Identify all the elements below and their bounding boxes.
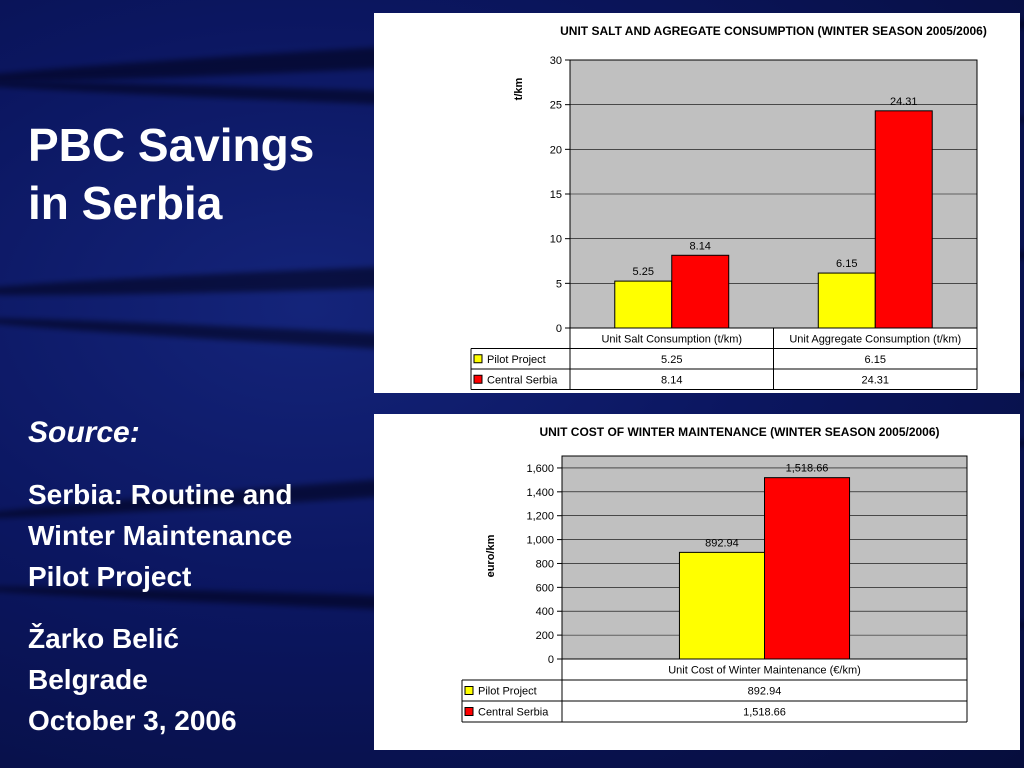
- salt-aggregate-chart-panel: UNIT SALT AND AGREGATE CONSUMPTION (WINT…: [374, 13, 1020, 393]
- category-label: Unit Cost of Winter Maintenance (€/km): [668, 665, 861, 677]
- data-label: 24.31: [890, 96, 918, 108]
- table-value: 5.25: [661, 354, 682, 366]
- y-axis-label: euro/km: [485, 534, 497, 577]
- y-tick-label: 0: [556, 323, 562, 335]
- bar: [874, 110, 933, 329]
- table-value: 1,518.66: [743, 707, 786, 719]
- y-tick-label: 20: [550, 144, 562, 156]
- data-label: 5.25: [633, 266, 654, 278]
- y-tick-label: 800: [536, 558, 554, 570]
- author-line: Belgrade: [28, 664, 148, 695]
- table-value: 892.94: [748, 686, 782, 698]
- y-tick-label: 600: [536, 582, 554, 594]
- source-label: Source:: [28, 416, 140, 449]
- winter-cost-chart: UNIT COST OF WINTER MAINTENANCE (WINTER …: [461, 425, 968, 723]
- data-label: 6.15: [836, 258, 857, 270]
- data-label: 892.94: [705, 537, 739, 549]
- legend-label: Pilot Project: [487, 354, 546, 366]
- winter-cost-chart-panel: UNIT COST OF WINTER MAINTENANCE (WINTER …: [374, 414, 1020, 750]
- y-tick-label: 0: [548, 654, 554, 666]
- source-line: Serbia: Routine and: [28, 479, 293, 510]
- bar: [614, 280, 673, 329]
- bar: [671, 254, 730, 329]
- legend-label: Pilot Project: [478, 686, 537, 698]
- legend-label: Central Serbia: [478, 707, 549, 719]
- bar: [764, 477, 851, 660]
- slide-title-line: PBC Savings: [28, 119, 315, 171]
- salt-aggregate-chart: UNIT SALT AND AGREGATE CONSUMPTION (WINT…: [470, 24, 987, 390]
- legend-swatch: [473, 374, 483, 384]
- bar: [817, 272, 876, 329]
- y-tick-label: 5: [556, 278, 562, 290]
- y-tick-label: 1,000: [526, 535, 554, 547]
- author-line: Žarko Belić: [28, 623, 179, 654]
- y-axis-label: t/km: [513, 77, 525, 100]
- slide-title-line: in Serbia: [28, 177, 223, 229]
- category-label: Unit Aggregate Consumption (t/km): [789, 333, 961, 345]
- y-tick-label: 1,600: [526, 463, 554, 475]
- y-tick-label: 400: [536, 606, 554, 618]
- chart-title: UNIT SALT AND AGREGATE CONSUMPTION (WINT…: [560, 24, 987, 38]
- data-label: 1,518.66: [786, 463, 829, 475]
- source-name: Serbia: Routine and Winter Maintenance P…: [28, 474, 292, 597]
- bar: [678, 551, 766, 660]
- data-label: 8.14: [690, 240, 711, 252]
- table-value: 6.15: [865, 354, 886, 366]
- slide-title: PBC Savings in Serbia: [28, 116, 368, 232]
- author-block: Žarko Belić Belgrade October 3, 2006: [28, 618, 237, 741]
- y-tick-label: 200: [536, 630, 554, 642]
- y-tick-label: 15: [550, 189, 562, 201]
- table-value: 8.14: [661, 374, 682, 386]
- y-tick-label: 1,200: [526, 511, 554, 523]
- legend-swatch: [464, 707, 474, 716]
- legend-swatch: [464, 686, 474, 695]
- chart-title: UNIT COST OF WINTER MAINTENANCE (WINTER …: [539, 425, 939, 439]
- y-tick-label: 25: [550, 100, 562, 112]
- legend-label: Central Serbia: [487, 374, 558, 386]
- y-tick-label: 30: [550, 55, 562, 67]
- y-tick-label: 10: [550, 234, 562, 246]
- source-line: Winter Maintenance: [28, 520, 293, 551]
- table-value: 24.31: [861, 374, 889, 386]
- y-tick-label: 1,400: [526, 487, 554, 499]
- legend-swatch: [473, 354, 483, 364]
- category-label: Unit Salt Consumption (t/km): [601, 333, 742, 345]
- source-line: Pilot Project: [28, 561, 192, 592]
- author-line: October 3, 2006: [28, 705, 237, 736]
